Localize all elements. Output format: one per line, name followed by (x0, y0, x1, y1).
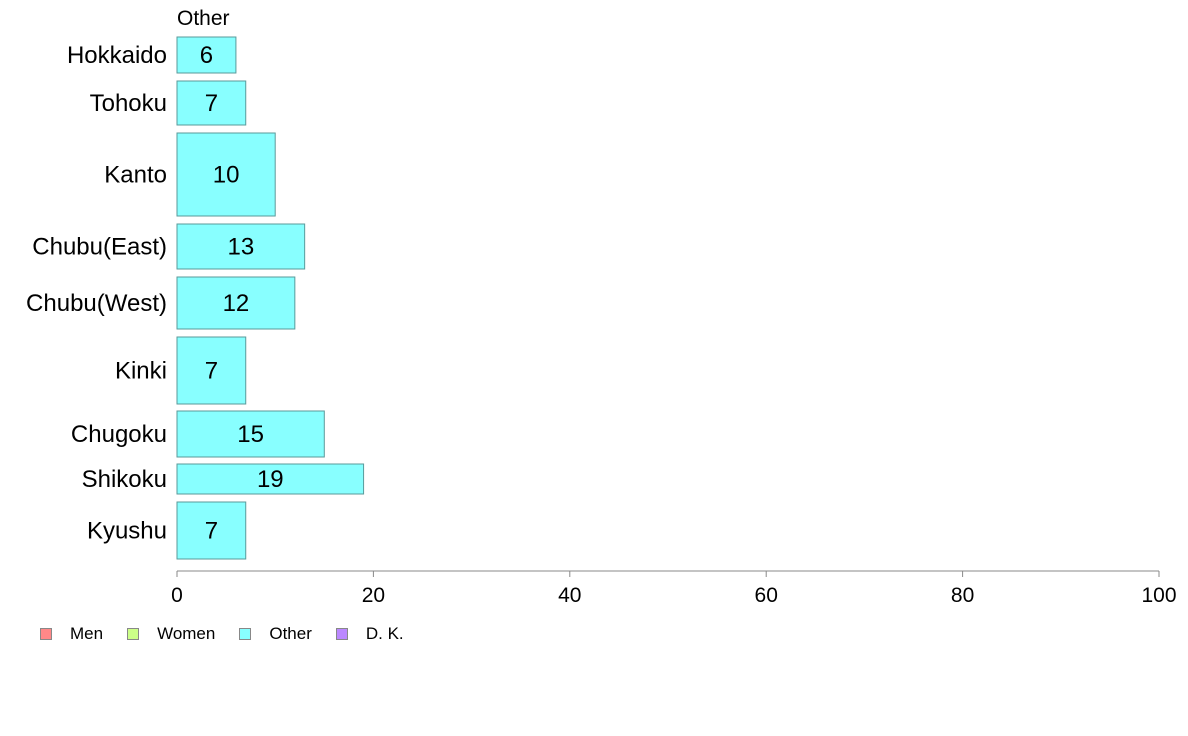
data-label: 15 (237, 421, 264, 448)
data-label: 6 (200, 42, 213, 69)
legend-swatch (239, 628, 252, 640)
legend: Men Women Other D. K. (40, 624, 428, 644)
bar-hokkaido (176, 36, 237, 74)
legend-swatch (127, 628, 140, 640)
category-label: Tohoku (90, 90, 167, 117)
legend-item: D. K. (335, 624, 404, 644)
bar-tohoku (176, 80, 247, 126)
x-tick-label: 80 (951, 584, 974, 607)
x-tick-label: 100 (1141, 584, 1176, 607)
legend-item: Women (127, 624, 215, 644)
legend-label: Men (70, 624, 104, 643)
x-axis: 0 20 40 60 80 100 (171, 570, 1177, 607)
category-label: Chubu(West) (26, 290, 167, 317)
bar-chubu-west (176, 276, 296, 330)
legend-label: Other (269, 624, 312, 643)
category-label: Chugoku (71, 421, 167, 448)
data-label: 10 (213, 162, 240, 189)
legend-label: Women (157, 624, 216, 643)
legend-swatch (40, 628, 52, 640)
x-tick-label: 0 (171, 584, 183, 607)
bar-shikoku (176, 463, 365, 495)
category-label: Chubu(East) (32, 234, 167, 261)
legend-item: Other (239, 624, 312, 644)
legend-swatch (335, 628, 348, 640)
category-label: Kinki (115, 358, 167, 385)
category-label: Kanto (104, 162, 167, 189)
data-label: 7 (205, 518, 218, 545)
bar-kanto (176, 132, 276, 217)
category-label: Hokkaido (67, 42, 167, 69)
data-label: 7 (205, 90, 218, 117)
x-tick-label: 40 (558, 584, 581, 607)
category-label: Shikoku (82, 466, 167, 493)
data-label: 12 (223, 290, 250, 317)
category-label: Kyushu (87, 518, 167, 545)
x-tick-label: 60 (755, 584, 778, 607)
x-tick-label: 20 (362, 584, 385, 607)
data-label: 19 (257, 466, 284, 493)
bar-kinki (176, 336, 247, 405)
bar-chugoku (176, 410, 325, 458)
bar-kyushu (176, 501, 247, 560)
legend-label: D. K. (365, 624, 404, 643)
panel-title: Other (177, 7, 230, 30)
data-label: 13 (227, 234, 254, 261)
data-label: 7 (205, 358, 218, 385)
bars-group: Hokkaido 6 Tohoku 7 Kanto 10 Chubu(East) 13 Chub… (26, 36, 365, 560)
bar-chubu-east (176, 223, 306, 270)
legend-item: Men (40, 624, 103, 644)
